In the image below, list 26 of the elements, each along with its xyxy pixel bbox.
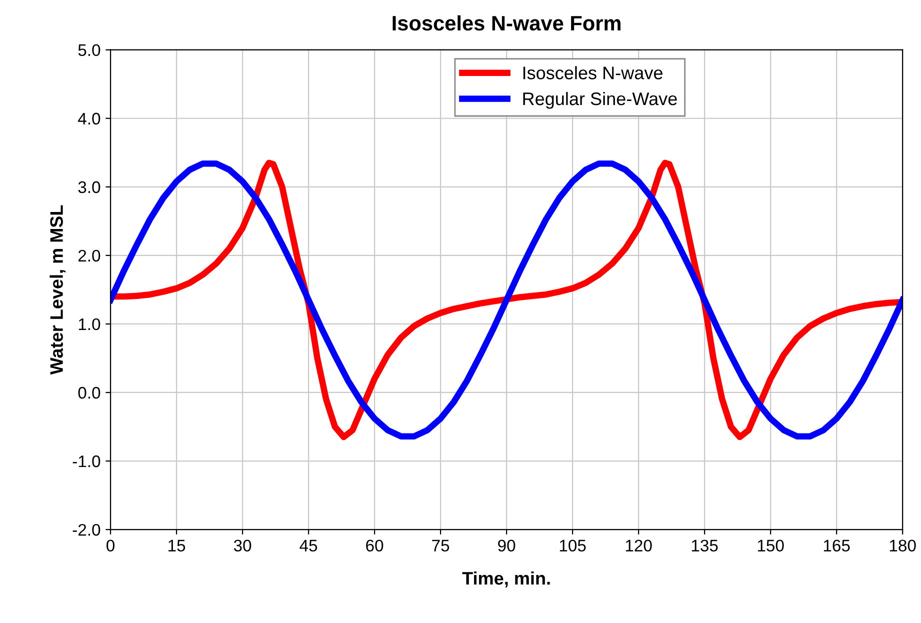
x-tick-label: 0	[106, 540, 115, 552]
x-tick-label: 15	[168, 540, 186, 552]
y-axis-title: Water Level, m MSL	[50, 205, 66, 375]
x-tick-label: 135	[692, 540, 718, 552]
y-tick-label: -2.0	[72, 524, 100, 536]
chart-title: Isosceles N-wave Form	[392, 15, 620, 31]
y-tick-label: 5.0	[78, 44, 100, 56]
x-tick-label: 75	[432, 540, 450, 552]
x-tick-label: 150	[758, 540, 784, 552]
legend-label: Isosceles N-wave	[523, 66, 662, 80]
x-tick-label: 180	[890, 540, 916, 552]
y-tick-label: -1.0	[72, 455, 100, 468]
x-axis-title: Time, min.	[462, 571, 550, 588]
y-tick-label: 0.0	[78, 386, 100, 399]
x-tick-label: 30	[234, 540, 252, 552]
y-tick-label: 2.0	[78, 250, 100, 262]
x-tick-label: 60	[366, 540, 384, 552]
x-tick-label: 165	[824, 540, 850, 552]
y-tick-label: 3.0	[78, 181, 100, 194]
legend-label: Regular Sine-Wave	[523, 92, 677, 109]
x-tick-label: 120	[626, 540, 652, 552]
x-tick-label: 45	[300, 540, 318, 552]
x-tick-label: 90	[498, 540, 516, 552]
y-tick-label: 4.0	[78, 112, 100, 125]
x-tick-label: 105	[560, 540, 586, 552]
y-tick-label: 1.0	[78, 318, 100, 330]
